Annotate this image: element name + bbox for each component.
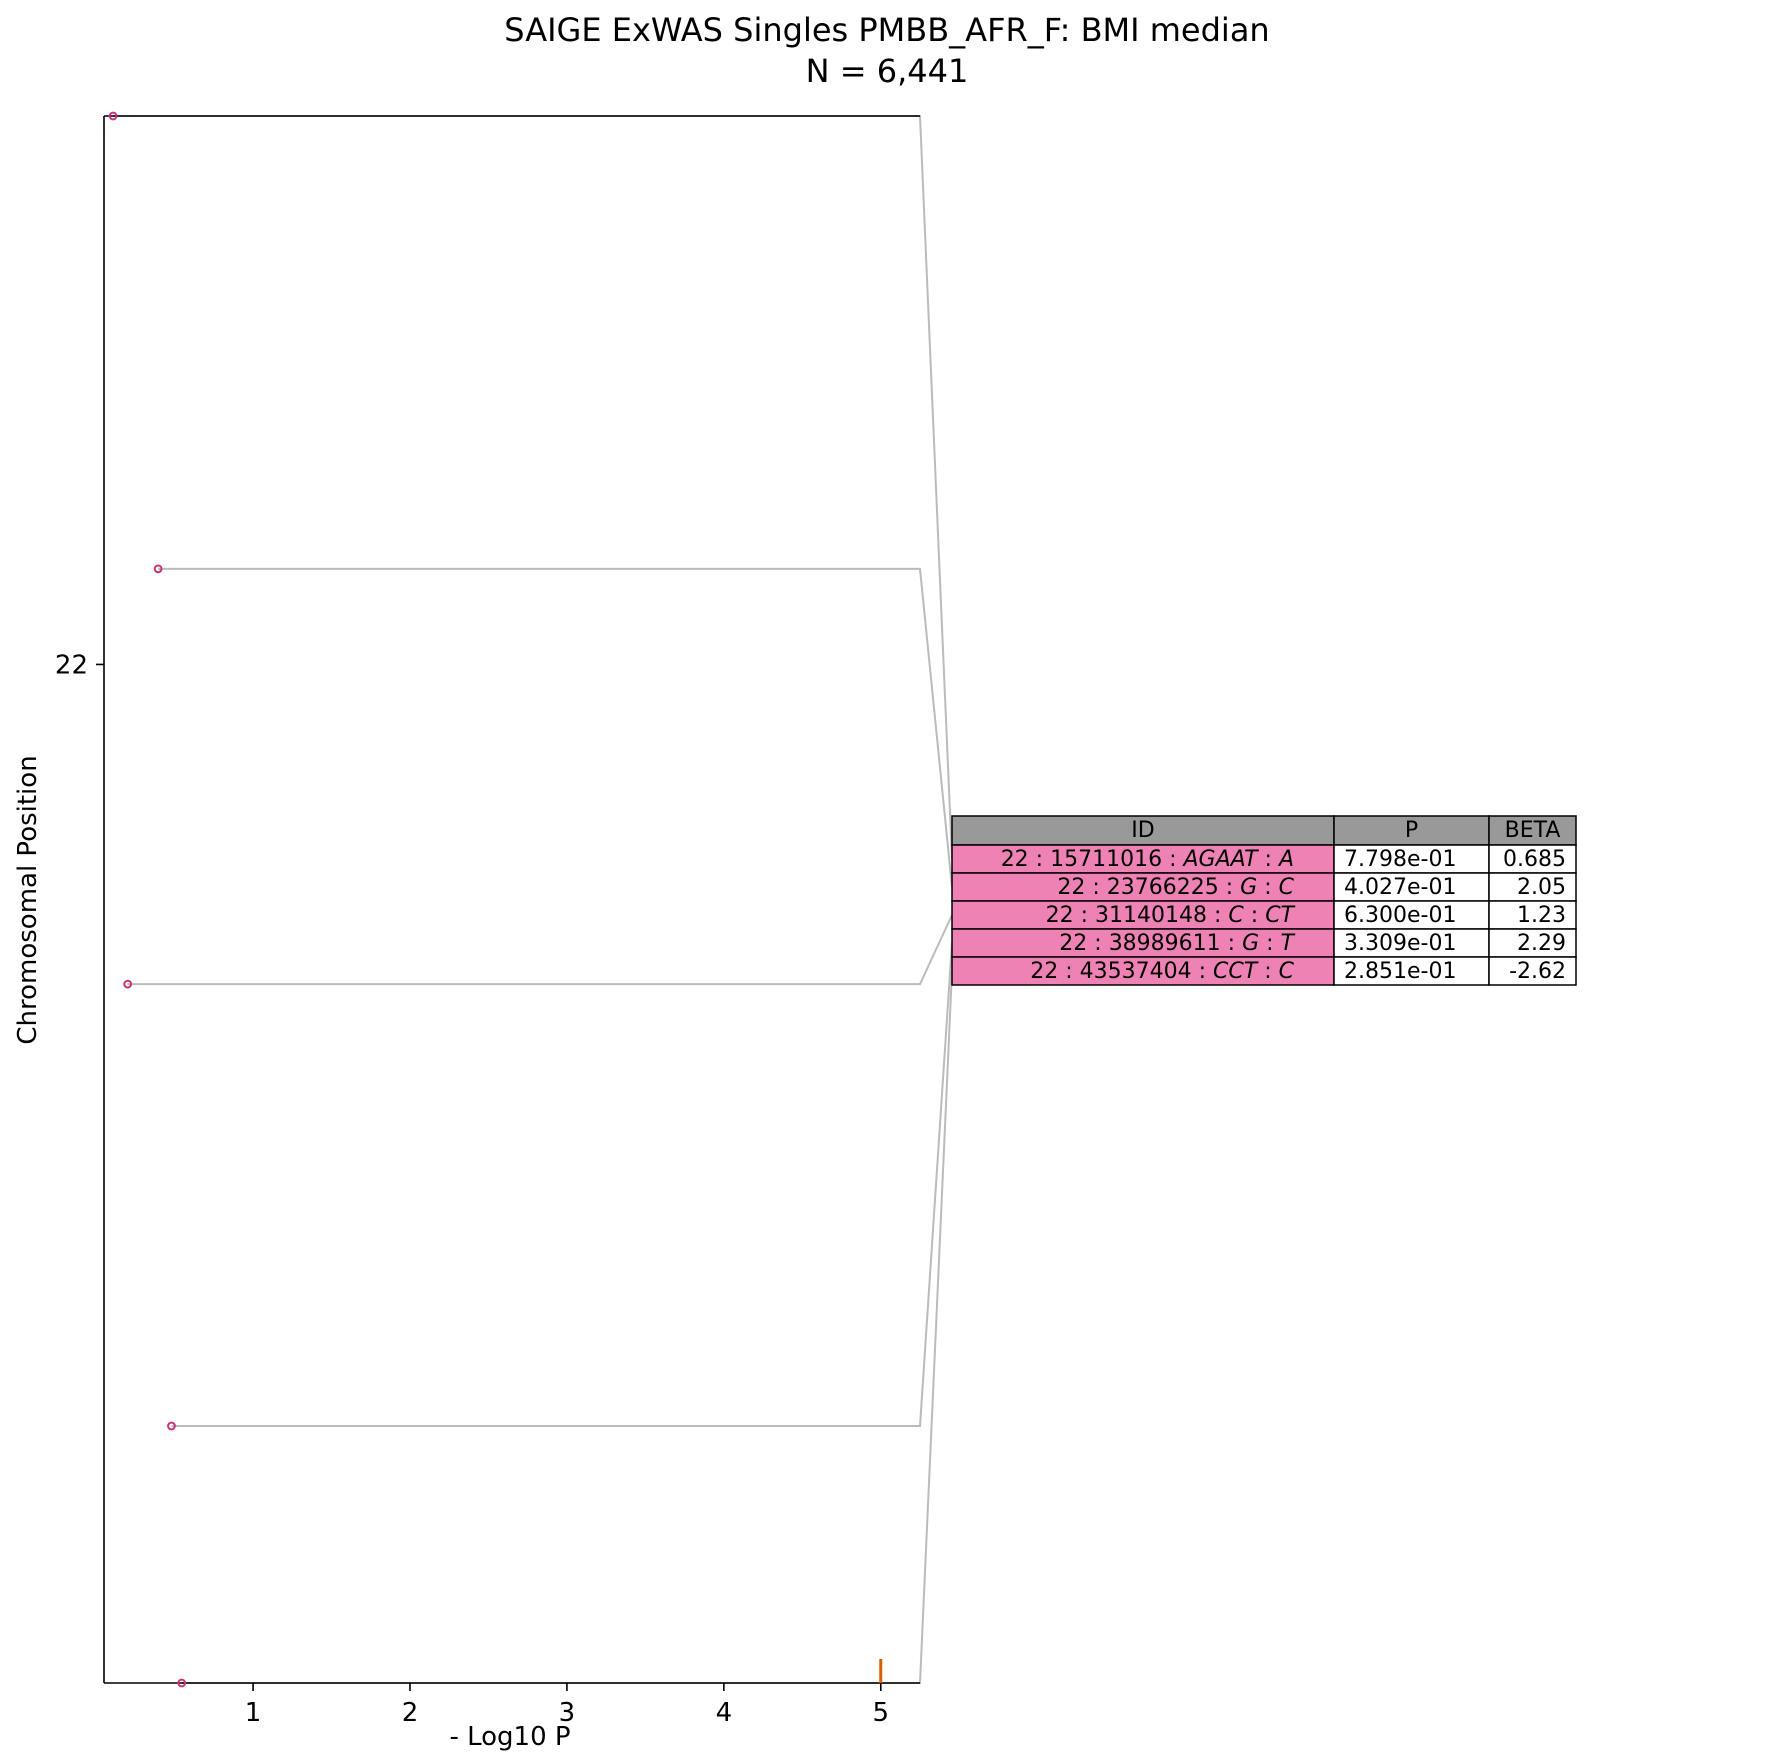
table-p-value: 7.798e-01 bbox=[1344, 847, 1456, 872]
data-point bbox=[108, 111, 118, 121]
table-p-value: 3.309e-01 bbox=[1344, 931, 1456, 956]
chart-title: SAIGE ExWAS Singles PMBB_AFR_F: BMI medi… bbox=[504, 11, 1269, 49]
x-tick-label: 5 bbox=[872, 1698, 889, 1728]
data-point bbox=[177, 1678, 187, 1688]
table-beta-cell bbox=[1488, 956, 1577, 986]
table-beta-value: -2.62 bbox=[1509, 959, 1566, 984]
connector-line bbox=[171, 942, 953, 1428]
data-point bbox=[123, 979, 133, 989]
table-id-value: 22 : 38989611 : G : T bbox=[1059, 931, 1295, 956]
table-beta-cell bbox=[1488, 928, 1577, 958]
table-id-cell bbox=[951, 844, 1335, 874]
table-id-value: 22 : 43537404 : CCT : C bbox=[1030, 959, 1294, 984]
table-p-cell bbox=[1333, 844, 1490, 874]
plot-area: 1 2 3 4 5 22 bbox=[55, 111, 953, 1728]
table-id-value: 22 : 15711016 : AGAAT : A bbox=[1001, 847, 1294, 872]
table-p-cell bbox=[1333, 956, 1490, 986]
table-p-value: 2.851e-01 bbox=[1344, 959, 1456, 984]
table-header-label: ID bbox=[1131, 818, 1154, 843]
table-beta-value: 2.29 bbox=[1517, 931, 1566, 956]
y-axis-label: Chromosomal Position bbox=[13, 755, 43, 1044]
data-point bbox=[153, 564, 163, 574]
table-beta-value: 0.685 bbox=[1503, 847, 1566, 872]
table-beta-value: 2.05 bbox=[1517, 875, 1566, 900]
connector-line bbox=[113, 115, 953, 860]
table-beta-cell bbox=[1488, 900, 1577, 930]
table-id-cell bbox=[951, 956, 1335, 986]
chart-subtitle: N = 6,441 bbox=[806, 52, 969, 90]
x-tick-label: 4 bbox=[716, 1698, 733, 1728]
results-table: ID P BETA 22 : 15711016 : AGAAT : A 7.798e-0… bbox=[951, 815, 1577, 986]
table-p-value: 4.027e-01 bbox=[1344, 875, 1456, 900]
table-p-value: 6.300e-01 bbox=[1344, 903, 1456, 928]
table-header-label: P bbox=[1405, 818, 1418, 843]
table-beta-value: 1.23 bbox=[1517, 903, 1566, 928]
table-beta-cell bbox=[1488, 844, 1577, 874]
table-id-cell bbox=[951, 928, 1335, 958]
x-tick-label: 1 bbox=[245, 1698, 262, 1728]
x-tick-label: 3 bbox=[559, 1698, 576, 1728]
data-point bbox=[167, 1421, 176, 1431]
connector-line bbox=[127, 914, 953, 986]
table-id-value: 22 : 31140148 : C : CT bbox=[1046, 903, 1296, 928]
y-tick-label: 22 bbox=[55, 650, 88, 680]
connector-line bbox=[158, 567, 953, 888]
table-header-label: BETA bbox=[1505, 818, 1561, 843]
x-axis-label: - Log10 P bbox=[449, 1722, 570, 1752]
table-id-value: 22 : 23766225 : G : C bbox=[1057, 875, 1294, 900]
x-tick-label: 2 bbox=[402, 1698, 419, 1728]
connector-line bbox=[181, 970, 953, 1684]
